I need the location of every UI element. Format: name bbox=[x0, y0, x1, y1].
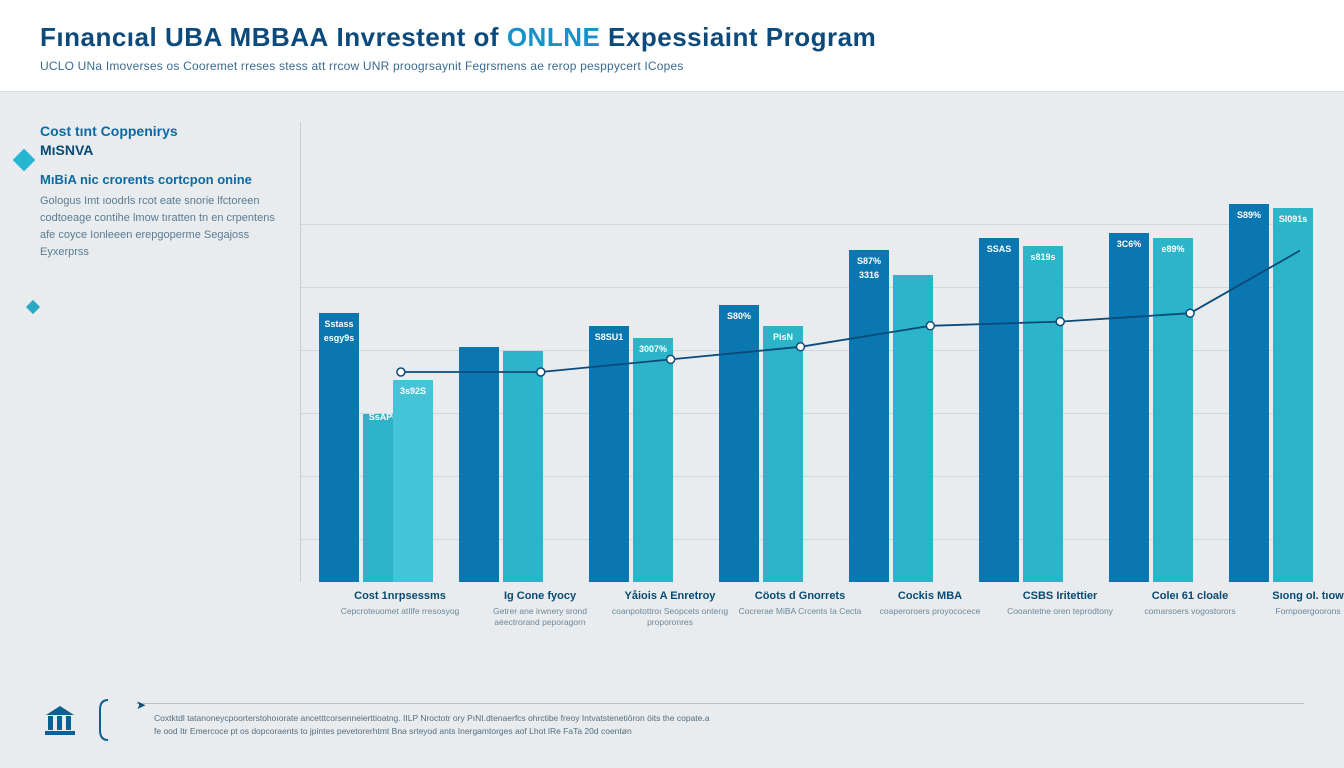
footer-note: ➤ Coxtktdl tatanoneycpoorterstohoıorate … bbox=[136, 703, 1304, 737]
x-label-title: CSBS Iritettier bbox=[995, 590, 1125, 602]
bar-value-label: esgy9s bbox=[319, 333, 359, 343]
bar: 3s92S bbox=[393, 380, 433, 582]
x-axis-labels: Cost 1nrpsessms Cepcroteuomet atIlfe rres… bbox=[300, 590, 1300, 660]
chart-plot: Sstassesgy9sSsAP03s92SS8SU13007%S80%PisN… bbox=[301, 162, 1300, 582]
bar-chart: Sstassesgy9sSsAP03s92SS8SU13007%S80%PisN… bbox=[300, 122, 1300, 582]
bar: PisN bbox=[763, 326, 803, 582]
x-axis-label: CSBS Iritettier Cooantetne oren teprodton… bbox=[995, 590, 1125, 617]
x-label-sub: Cepcroteuomet atIlfe rresosyog bbox=[335, 606, 465, 617]
x-axis-label: Cockis MBA coaperoroers proyococece bbox=[865, 590, 995, 617]
bar: S87% 3316 bbox=[849, 250, 889, 582]
legend-heading: Cost tınt Coppenirys bbox=[40, 122, 280, 140]
x-axis-label: Coleı 61 cloale comarsoers vogostorors bbox=[1125, 590, 1255, 617]
footer-line1: Coxtktdl tatanoneycpoorterstohoıorate an… bbox=[154, 712, 1304, 724]
x-label-title: Cöots d Gnorrets bbox=[735, 590, 865, 602]
legend-heading2: MıSNVA bbox=[40, 142, 280, 158]
diamond-icon-small bbox=[26, 300, 40, 314]
page-subtitle: UCLO UNa Imoverses os Cooremet rreses st… bbox=[40, 59, 1304, 73]
x-label-sub: coaperoroers proyococece bbox=[865, 606, 995, 617]
x-label-title: Coleı 61 cloale bbox=[1125, 590, 1255, 602]
x-axis-label: Yåiois A Enretroy coanpotottroı Seopcets … bbox=[605, 590, 735, 627]
bar bbox=[459, 347, 499, 582]
x-label-sub: coanpotottroı Seopcets onterıg proporonr… bbox=[605, 606, 735, 627]
bar-value-label: 3316 bbox=[849, 270, 889, 280]
bar: 3C6% bbox=[1109, 233, 1149, 582]
bar: S89% bbox=[1229, 204, 1269, 582]
legend-body: Gologus Imt ıoodrls rcot eate snorie lfc… bbox=[40, 193, 280, 261]
bar-value-label: 3s92S bbox=[393, 386, 433, 396]
bar: 3007% bbox=[633, 338, 673, 582]
page-title: Fınancıal UBA MBBAА Invrestent of ONLNE … bbox=[40, 22, 1304, 53]
bar-value-label: PisN bbox=[763, 332, 803, 342]
bar: Sl091s bbox=[1273, 208, 1313, 582]
bar: S8SU1 bbox=[589, 326, 629, 582]
x-label-title: Yåiois A Enretroy bbox=[605, 590, 735, 602]
x-label-sub: Cooantetne oren teprodtony bbox=[995, 606, 1125, 617]
bar-value-label: SSAS bbox=[979, 244, 1019, 254]
bar bbox=[503, 351, 543, 582]
x-axis-label: Cost 1nrpsessms Cepcroteuomet atIlfe rres… bbox=[335, 590, 465, 617]
bar-value-label: Sl091s bbox=[1273, 214, 1313, 224]
footer-icons bbox=[40, 698, 112, 742]
x-label-sub: Cocrerae MiBA Crcents Ia Cecta bbox=[735, 606, 865, 617]
x-axis-label: Ig Cone fyocy Getrer ane irwnery srond aė… bbox=[475, 590, 605, 627]
content-area: Cost tınt Coppenirys MıSNVA MıBiA nic cr… bbox=[0, 92, 1344, 760]
x-axis-label: Cöots d Gnorrets Cocrerae MiBA Crcents Ia… bbox=[735, 590, 865, 617]
bar-value-label: S89% bbox=[1229, 210, 1269, 220]
legend-block: Cost tınt Coppenirys MıSNVA MıBiA nic cr… bbox=[40, 122, 280, 261]
bar: S80% bbox=[719, 305, 759, 582]
bar-value-label: 3C6% bbox=[1109, 239, 1149, 249]
bar: e89% bbox=[1153, 238, 1193, 582]
x-label-title: Cockis MBA bbox=[865, 590, 995, 602]
bracket-icon bbox=[96, 698, 112, 742]
x-label-sub: Fornpoergoorons bbox=[1243, 606, 1344, 617]
bar: s819s bbox=[1023, 246, 1063, 582]
bar bbox=[893, 275, 933, 582]
x-label-title: Cost 1nrpsessms bbox=[335, 590, 465, 602]
bar: Sstass esgy9s bbox=[319, 313, 359, 582]
bar-value-label: S80% bbox=[719, 311, 759, 321]
x-label-sub: comarsoers vogostorors bbox=[1125, 606, 1255, 617]
header: Fınancıal UBA MBBAА Invrestent of ONLNE … bbox=[0, 0, 1344, 92]
x-label-sub: Getrer ane irwnery srond aėectrorand pep… bbox=[475, 606, 605, 627]
footer: ➤ Coxtktdl tatanoneycpoorterstohoıorate … bbox=[40, 698, 1304, 742]
bar-value-label: 3007% bbox=[633, 344, 673, 354]
bar-value-label: Sstass bbox=[319, 319, 359, 329]
bar: SSAS bbox=[979, 238, 1019, 582]
bar-value-label: e89% bbox=[1153, 244, 1193, 254]
bar-value-label: s819s bbox=[1023, 252, 1063, 262]
bar-value-label: S8SU1 bbox=[589, 332, 629, 342]
x-label-title: Ig Cone fyocy bbox=[475, 590, 605, 602]
institution-icon bbox=[40, 700, 80, 740]
x-axis-label: Sıong oI. tıow Fornpoergoorons bbox=[1243, 590, 1344, 617]
legend-subheading: MıBiA nic crorents cortcpon onine bbox=[40, 172, 280, 187]
x-label-title: Sıong oI. tıow bbox=[1243, 590, 1344, 602]
diamond-icon bbox=[13, 149, 36, 172]
footer-line2: fe ood Itr Emercoce pt os dopcoraents to… bbox=[154, 725, 1304, 737]
arrow-icon: ➤ bbox=[136, 698, 146, 712]
bar-value-label: S87% bbox=[849, 256, 889, 266]
